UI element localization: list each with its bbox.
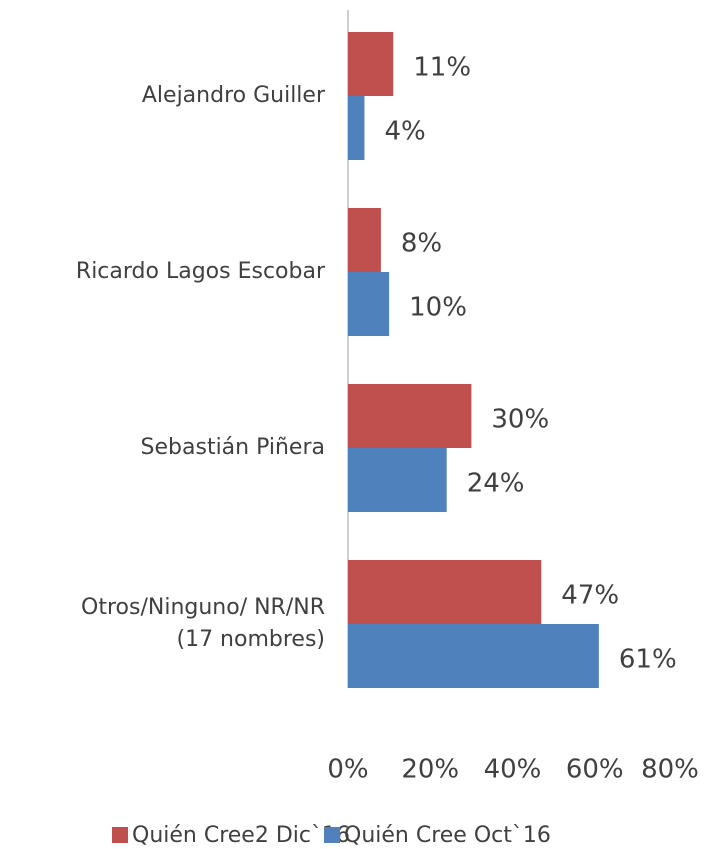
- value-label: 11%: [413, 53, 471, 83]
- value-label: 10%: [409, 293, 467, 323]
- category-label: Sebastián Piñera: [140, 435, 325, 461]
- legend-label: Quién Cree Oct`16: [344, 823, 551, 848]
- legend-swatch: [324, 827, 340, 843]
- category-label: Otros/Ninguno/ NR/NR (17 nombres): [81, 595, 325, 652]
- value-label: 61%: [619, 645, 677, 675]
- bar: [348, 208, 381, 272]
- category-label: Alejandro Guiller: [141, 83, 325, 109]
- value-label: 24%: [467, 469, 525, 499]
- value-label: 8%: [401, 229, 442, 259]
- x-tick-label: 80%: [641, 755, 699, 785]
- x-tick-label: 40%: [484, 755, 542, 785]
- category-label: Ricardo Lagos Escobar: [75, 259, 325, 285]
- x-tick-label: 0%: [327, 755, 368, 785]
- bar: [348, 448, 447, 512]
- value-label: 30%: [491, 405, 549, 435]
- bar: [348, 384, 472, 448]
- x-tick-label: 60%: [566, 755, 624, 785]
- legend-label: Quién Cree2 Dic`16: [132, 823, 350, 848]
- value-label: 47%: [561, 581, 619, 611]
- bar: [348, 624, 599, 688]
- bar: [348, 272, 390, 336]
- bar: [348, 96, 365, 160]
- x-tick-label: 20%: [401, 755, 459, 785]
- bar: [348, 32, 394, 96]
- value-label: 4%: [384, 117, 425, 147]
- bar: [348, 560, 542, 624]
- legend-swatch: [112, 827, 128, 843]
